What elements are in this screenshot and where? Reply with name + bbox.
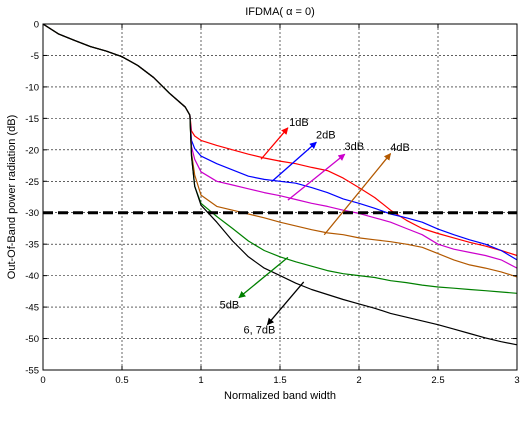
y-tick-label: -25 (25, 177, 39, 188)
y-axis-label: Out-Of-Band power radiation (dB) (6, 115, 18, 279)
x-tick-label: 0.5 (115, 375, 128, 386)
y-tick-label: -20 (25, 145, 39, 156)
y-tick-label: -35 (25, 240, 39, 251)
chart-title: IFDMA( α = 0) (245, 6, 315, 18)
annotation-label: 5dB (220, 299, 240, 311)
annotation-label: 4dB (390, 142, 410, 154)
y-tick-label: -15 (25, 114, 39, 125)
annotation-label: 6, 7dB (244, 325, 276, 337)
x-axis-label: Normalized band width (224, 390, 336, 402)
axes: 0 0.5 1 1.5 2 2.5 3 0 -5 -10 -15 -20 -25 -30 -35 -40 -45… (25, 20, 519, 387)
y-tick-label: -45 (25, 303, 39, 314)
annotation-arrow (260, 127, 289, 160)
annotation-label: 1dB (289, 117, 309, 129)
x-tick-label: 2.5 (431, 375, 444, 386)
annotation-arrow (238, 256, 289, 299)
y-tick-label: -55 (25, 366, 39, 377)
x-tick-label: 2 (356, 375, 361, 386)
y-tick-label: 0 (34, 20, 39, 31)
series-line-5 (42, 23, 518, 346)
y-tick-label: -40 (25, 271, 39, 282)
y-tick-label: -5 (31, 51, 39, 62)
annotation-arrow (287, 153, 346, 201)
annotation-arrow (271, 141, 317, 182)
x-tick-label: 3 (514, 375, 519, 386)
annotation-label: 2dB (316, 129, 336, 141)
y-tick-label: -10 (25, 82, 39, 93)
y-tick-label: -30 (25, 208, 39, 219)
annotation-arrow (323, 153, 392, 236)
x-tick-label: 1.5 (273, 375, 286, 386)
annotations-group: 1dB 2dB 3dB 4dB 5dB 6, 7dB (220, 117, 410, 337)
annotation-arrow (266, 281, 305, 326)
annotation-label: 3dB (344, 141, 364, 153)
series-group (42, 23, 518, 346)
x-tick-label: 0 (40, 375, 45, 386)
x-tick-label: 1 (198, 375, 203, 386)
y-tick-label: -50 (25, 334, 39, 345)
grid (43, 24, 517, 370)
